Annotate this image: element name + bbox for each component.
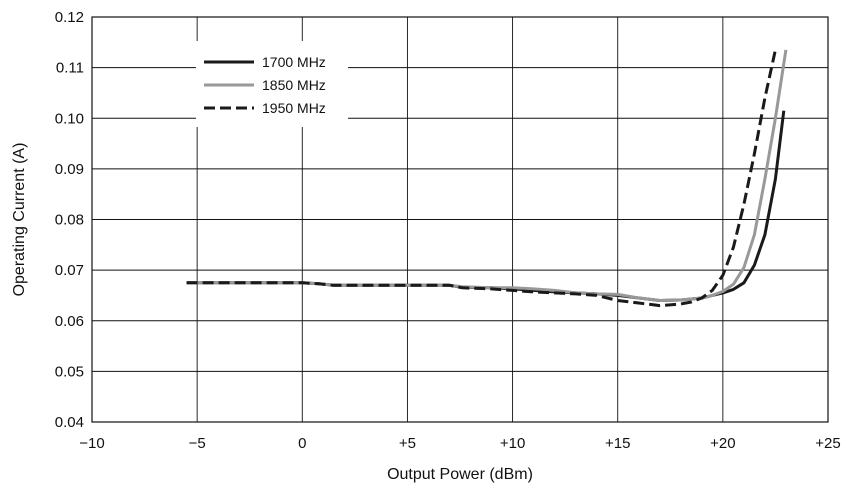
- x-tick-label: +15: [605, 435, 630, 452]
- y-tick-label: 0.04: [55, 414, 84, 431]
- legend-label: 1950 MHz: [262, 100, 326, 116]
- y-tick-label: 0.07: [55, 262, 84, 279]
- legend-label: 1700 MHz: [262, 54, 326, 70]
- x-axis-title: Output Power (dBm): [387, 466, 533, 483]
- x-tick-label: +25: [815, 435, 840, 452]
- x-tick-label: +10: [500, 435, 525, 452]
- y-axis-title: Operating Current (A): [11, 143, 28, 297]
- legend: 1700 MHz 1850 MHz 1950 MHz: [196, 41, 348, 127]
- series-line-1700-mhz: [186, 110, 786, 302]
- x-tick-label: 0: [298, 435, 306, 452]
- x-axis-ticks: −10 −5 0 +5 +10 +15 +20 +25: [79, 435, 840, 452]
- y-tick-label: 0.12: [55, 9, 84, 26]
- legend-items: 1700 MHz 1850 MHz 1950 MHz: [204, 54, 326, 116]
- legend-label: 1850 MHz: [262, 77, 326, 93]
- plot-frame: [91, 16, 829, 423]
- y-tick-label: 0.09: [55, 161, 84, 178]
- x-tick-label: −5: [189, 435, 206, 452]
- series-line-1950-mhz: [186, 49, 777, 308]
- x-tick-label: −10: [79, 435, 104, 452]
- y-tick-label: 0.11: [56, 60, 84, 77]
- y-tick-label: 0.08: [55, 212, 84, 229]
- series-layer: [186, 49, 788, 308]
- y-tick-label: 0.05: [55, 363, 84, 380]
- x-tick-label: +5: [399, 435, 416, 452]
- y-tick-label: 0.10: [55, 110, 84, 127]
- y-axis-ticks: 0.04 0.05 0.06 0.07 0.08 0.09 0.10 0.11 0.12: [55, 9, 84, 431]
- x-tick-label: +20: [710, 435, 735, 452]
- y-tick-label: 0.06: [55, 313, 84, 330]
